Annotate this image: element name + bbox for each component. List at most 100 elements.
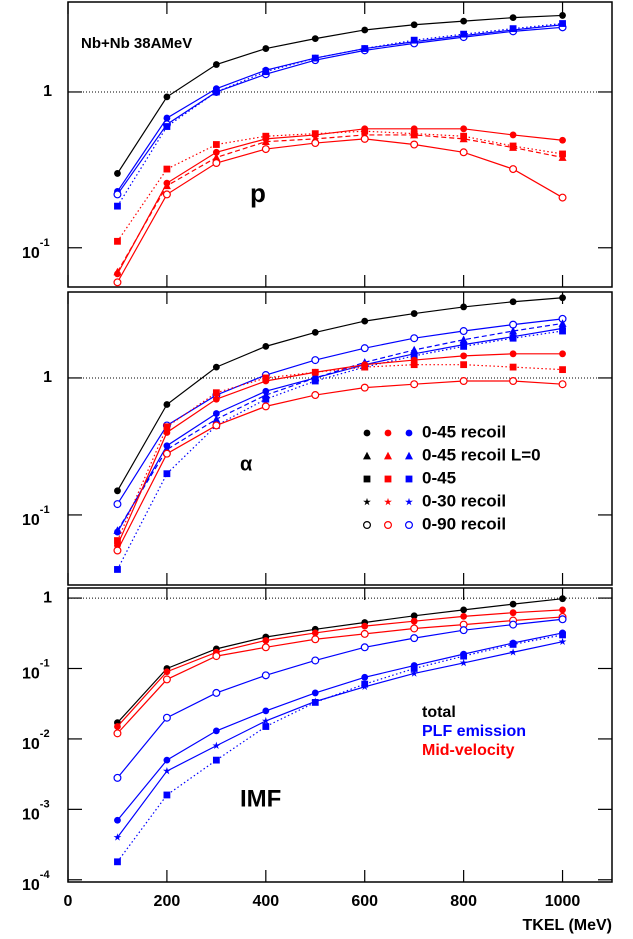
marker [410,665,418,672]
legend-marker [363,497,371,506]
marker [311,356,320,365]
marker [559,294,566,302]
marker [410,669,419,677]
marker [509,165,518,174]
marker [410,140,419,149]
marker [261,402,270,411]
marker [212,389,220,397]
marker [212,756,220,764]
y-tick-label: 10-1 [22,657,50,682]
marker [311,697,320,705]
panel-frame [67,291,613,586]
x-axis-label: TKEL (MeV) [523,917,612,934]
marker [460,125,468,133]
marker [558,637,567,646]
marker [361,361,369,369]
marker [509,143,518,151]
legend-marker [384,429,392,437]
panel-label: α [240,453,253,475]
series-line [116,322,563,531]
chart-title: Nb+Nb 38AMeV [81,35,192,52]
legend-label: PLF emission [422,723,526,740]
marker [410,352,418,360]
series-line [116,634,563,863]
marker [212,652,221,661]
marker [509,298,517,306]
marker [163,668,171,676]
marker [311,656,320,665]
marker [113,267,122,276]
marker [311,377,319,385]
marker [509,25,517,33]
marker [410,612,418,620]
marker [212,414,221,423]
marker [162,713,171,722]
series-line [116,130,563,242]
y-tick-base: 10 [22,512,40,529]
marker [212,410,220,417]
marker [114,202,121,210]
marker [410,345,419,354]
series-line [116,134,563,273]
marker [311,689,319,697]
series-line [116,14,563,174]
y-tick-label: 1 [43,369,52,386]
marker [361,673,369,681]
marker [509,620,518,629]
marker [361,26,369,34]
marker [113,773,122,782]
marker [509,600,517,608]
marker [114,237,121,245]
marker [360,134,369,143]
marker [113,190,122,199]
legend-marker [363,520,372,529]
marker [460,303,468,311]
marker [114,170,121,177]
marker [559,366,566,374]
series-line [117,616,563,734]
marker [262,68,270,76]
panel-frame [67,587,613,883]
marker [460,17,468,25]
legend-marker [363,451,371,460]
marker [162,449,171,458]
marker [509,376,518,385]
marker [212,688,221,697]
marker [558,193,567,202]
marker [212,61,220,68]
marker [212,88,220,96]
legend-label: total [422,704,456,721]
marker [460,352,468,360]
y-tick-exponent: -1 [40,657,50,669]
marker [361,125,369,133]
marker [459,335,468,344]
marker [509,609,517,617]
marker [459,626,468,635]
marker [212,153,221,161]
series-line [116,26,563,195]
marker [460,606,468,614]
marker [410,310,418,317]
marker [212,141,220,148]
panel-frame [67,1,613,288]
marker [410,356,418,364]
legend-marker [405,451,413,460]
marker [163,93,171,101]
marker [559,595,566,603]
x-tick-label: 800 [450,893,477,910]
marker [114,723,121,730]
panel-label: p [250,178,266,208]
legend-label: Mid-velocity [422,742,515,759]
x-tick-label: 600 [351,893,378,910]
marker [559,631,566,639]
series-line [116,138,563,283]
marker [114,816,121,824]
marker [410,380,419,389]
marker [509,363,517,371]
marker [261,671,270,680]
marker [509,14,517,22]
y-tick-label: 10-4 [22,869,50,894]
marker [311,635,320,644]
marker [261,137,270,146]
